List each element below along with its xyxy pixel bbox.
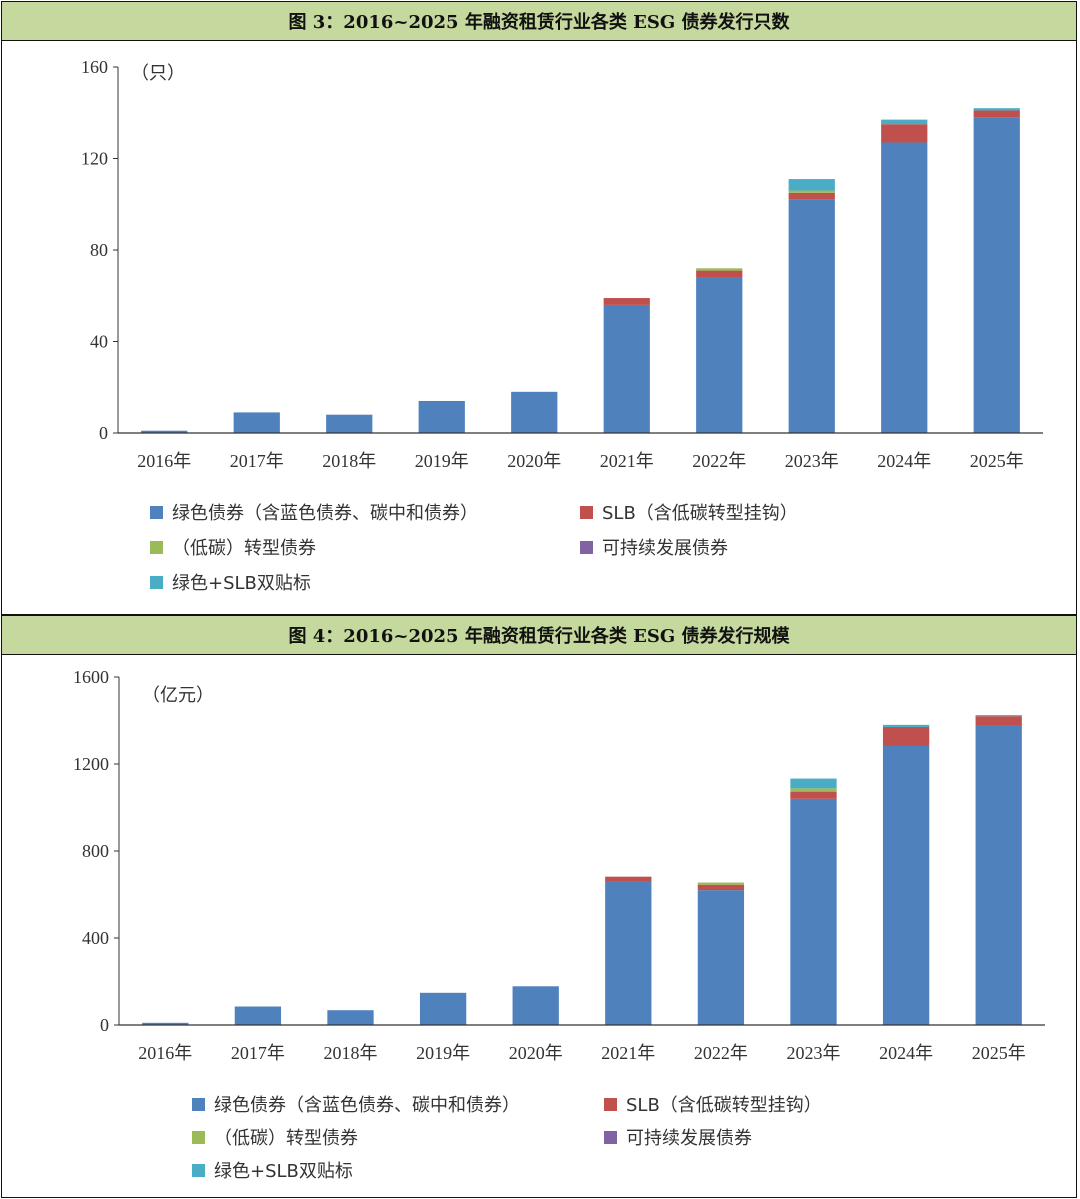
bar-segment <box>234 1006 282 1025</box>
legend-swatch <box>150 506 163 519</box>
x-tick-label: 2016年 <box>138 1043 192 1063</box>
legend-swatch <box>192 1131 205 1144</box>
legend-label: 可持续发展债券 <box>626 1128 752 1149</box>
bar-segment <box>697 890 745 1025</box>
x-tick-label: 2016年 <box>137 451 191 471</box>
bar-segment <box>788 179 835 191</box>
y-tick-label: 160 <box>81 57 108 77</box>
y-tick-label: 40 <box>90 332 108 352</box>
y-tick-label: 120 <box>81 149 108 169</box>
x-tick-label: 2023年 <box>787 1043 841 1063</box>
bar-segment <box>603 298 650 305</box>
bar-segment <box>790 791 837 799</box>
bar-segment <box>697 882 745 885</box>
chart-count-svg: 0 40 80 120 160 （只） 2016年 2017年 2018年 2019年 2020年 2… <box>81 57 1043 594</box>
bar-segment <box>142 1022 189 1025</box>
legend-label: SLB（含低碳转型挂钩） <box>626 1095 822 1116</box>
x-tick-label: 2020年 <box>509 1043 563 1063</box>
bar-segment <box>233 412 280 433</box>
chart-panel-count: 图 3：2016~2025 年融资租赁行业各类 ESG 债券发行只数 0 40 80… <box>1 1 1077 615</box>
bar-segment <box>605 876 652 882</box>
x-tick-label: 2017年 <box>231 1043 285 1063</box>
bar-segment <box>790 798 837 1025</box>
x-tick-label: 2024年 <box>879 1043 933 1063</box>
x-tick-label: 2022年 <box>692 451 746 471</box>
y-unit-label: （亿元） <box>142 685 214 706</box>
bar-segment <box>790 788 837 792</box>
bar-segment <box>975 725 1022 1025</box>
bar-segment <box>418 400 465 433</box>
y-unit-label: （只） <box>131 63 185 84</box>
y-tick-label: 0 <box>99 423 108 443</box>
legend-label: 绿色+SLB双贴标 <box>172 573 311 594</box>
bar-segment <box>881 124 928 143</box>
legend-label: 绿色债券（含蓝色债券、碳中和债券） <box>214 1095 520 1116</box>
legend-swatch <box>150 541 163 554</box>
legend-swatch <box>150 576 163 589</box>
bar-segment <box>696 277 743 433</box>
bar-segment <box>511 391 558 433</box>
legend-swatch <box>580 506 593 519</box>
bar-segment <box>882 745 930 1025</box>
x-tick-label: 2018年 <box>322 451 376 471</box>
bar-segment <box>327 1010 374 1025</box>
y-tick-label: 80 <box>90 240 108 260</box>
bar-segment <box>790 778 837 789</box>
chart-panel-scale: 图 4：2016~2025 年融资租赁行业各类 ESG 债券发行规模 0 400 8… <box>1 615 1077 1198</box>
bar-segment <box>881 142 928 434</box>
bar-segment <box>696 270 743 278</box>
y-tick-label: 800 <box>82 841 109 861</box>
bar-segment <box>975 716 1022 726</box>
legend-label: 绿色债券（含蓝色债券、碳中和债券） <box>172 503 478 524</box>
y-tick-label: 1200 <box>73 754 109 774</box>
legend-label: 可持续发展债券 <box>602 538 728 559</box>
bar-segment <box>973 110 1020 118</box>
bar-segment <box>603 304 650 433</box>
x-tick-label: 2018年 <box>324 1043 378 1063</box>
x-tick-label: 2025年 <box>972 1043 1026 1063</box>
bar-segment <box>326 414 373 433</box>
bar-segment <box>973 108 1020 111</box>
x-tick-label: 2019年 <box>415 451 469 471</box>
bar-segment <box>882 724 930 728</box>
x-tick-label: 2019年 <box>416 1043 470 1063</box>
legend-swatch <box>192 1098 205 1111</box>
legend-label: 绿色+SLB双贴标 <box>214 1161 353 1182</box>
bar-segment <box>788 199 835 433</box>
bar-segment <box>788 192 835 200</box>
chart-scale-svg: 0 400 800 1200 1600 （亿元） 2016年 2017年 2018年 2019年 2… <box>73 667 1045 1182</box>
x-tick-label: 2017年 <box>230 451 284 471</box>
bar-segment <box>975 715 1022 717</box>
bar-segment <box>788 190 835 193</box>
legend-swatch <box>604 1131 617 1144</box>
legend-swatch <box>604 1098 617 1111</box>
bar-segment <box>697 884 745 891</box>
legend-label: SLB（含低碳转型挂钩） <box>602 503 798 524</box>
x-tick-label: 2024年 <box>877 451 931 471</box>
legend-swatch <box>192 1164 205 1177</box>
bar-segment <box>973 117 1020 433</box>
y-tick-label: 0 <box>100 1015 109 1035</box>
bar-segment <box>605 881 652 1025</box>
legend-swatch <box>580 541 593 554</box>
y-tick-label: 400 <box>82 928 109 948</box>
chart-title: 图 4：2016~2025 年融资租赁行业各类 ESG 债券发行规模 <box>2 616 1076 655</box>
bar-segment <box>141 430 188 433</box>
bar-segment <box>419 992 467 1025</box>
bar-segment <box>696 268 743 271</box>
y-tick-label: 1600 <box>73 667 109 687</box>
bar-segment <box>512 986 559 1025</box>
x-tick-label: 2021年 <box>600 451 654 471</box>
legend-label: （低碳）转型债券 <box>214 1128 358 1149</box>
x-tick-label: 2020年 <box>507 451 561 471</box>
x-tick-label: 2021年 <box>601 1043 655 1063</box>
chart-title: 图 3：2016~2025 年融资租赁行业各类 ESG 债券发行只数 <box>2 2 1076 41</box>
bar-segment <box>881 119 928 125</box>
bar-segment <box>882 727 930 746</box>
x-tick-label: 2025年 <box>970 451 1024 471</box>
x-tick-label: 2022年 <box>694 1043 748 1063</box>
legend-label: （低碳）转型债券 <box>172 538 316 559</box>
x-tick-label: 2023年 <box>785 451 839 471</box>
